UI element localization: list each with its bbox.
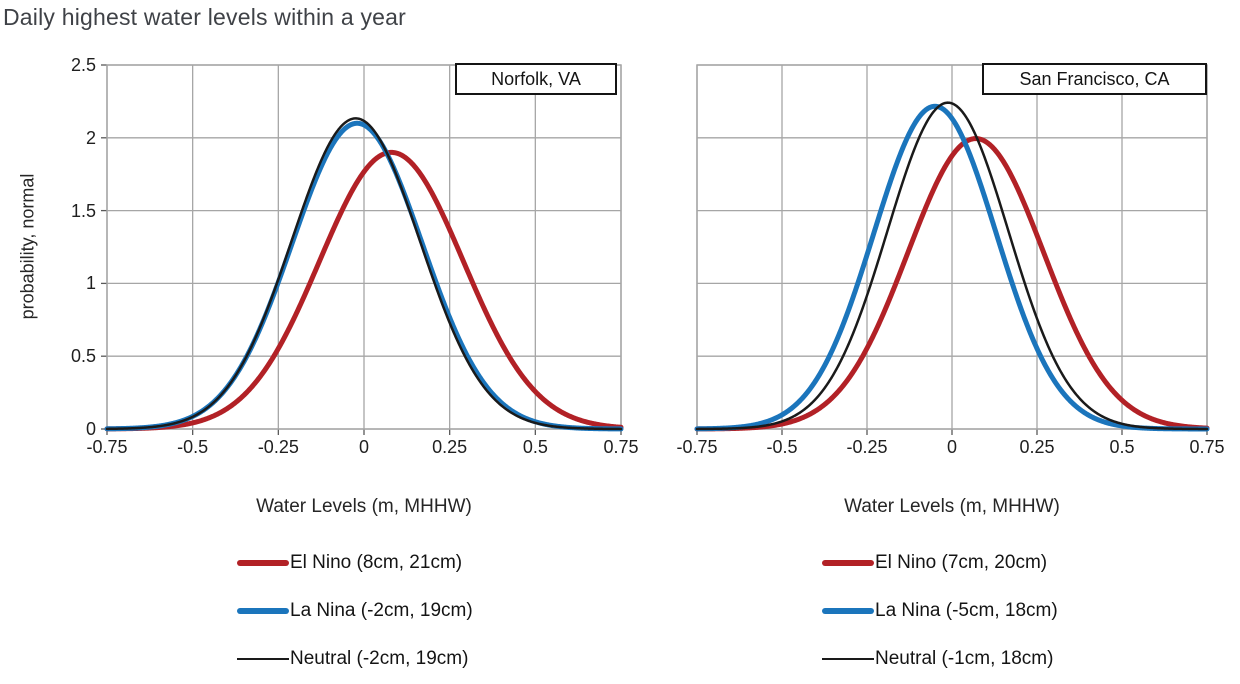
- y-tick-label: 1: [85, 273, 96, 294]
- legend-item-neutral: Neutral (-1cm, 18cm): [822, 635, 1058, 683]
- legend-label: Neutral (-2cm, 19cm): [290, 648, 469, 669]
- y-tick-label: 0: [85, 419, 96, 439]
- x-tick-label: 0.25: [432, 437, 468, 457]
- legend-item-el-nino: El Nino (8cm, 21cm): [237, 539, 473, 587]
- legend-norfolk: El Nino (8cm, 21cm) La Nina (-2cm, 19cm)…: [237, 539, 473, 683]
- el-nino-line-swatch: [822, 560, 874, 566]
- legend-label: Neutral (-1cm, 18cm): [875, 648, 1054, 669]
- x-tick-label: 0.5: [1109, 437, 1135, 457]
- la-nina-line-swatch: [822, 608, 874, 614]
- x-tick-label: 0.5: [522, 437, 548, 457]
- curve-el-nino: [104, 149, 624, 432]
- legend-label: El Nino (8cm, 21cm): [290, 552, 463, 573]
- y-tick-label: 2: [85, 127, 96, 148]
- x-tick-label: -0.25: [257, 437, 299, 457]
- x-tick-label: 0.75: [1189, 437, 1225, 457]
- legend-item-la-nina: La Nina (-2cm, 19cm): [237, 587, 473, 635]
- x-axis-title-san-francisco: Water Levels (m, MHHW): [844, 496, 1060, 517]
- legend-san-francisco: El Nino (7cm, 20cm) La Nina (-5cm, 18cm)…: [822, 539, 1058, 683]
- x-tick-label: -0.5: [766, 437, 798, 457]
- legend-item-neutral: Neutral (-2cm, 19cm): [237, 635, 473, 683]
- neutral-line-swatch: [822, 658, 874, 660]
- la-nina-line-swatch: [237, 608, 289, 614]
- legend-item-el-nino: El Nino (7cm, 20cm): [822, 539, 1058, 587]
- y-tick-label: 2.5: [70, 55, 96, 75]
- x-tick-label: -0.25: [846, 437, 888, 457]
- neutral-line-swatch: [237, 658, 289, 660]
- legend-item-la-nina: La Nina (-5cm, 18cm): [822, 587, 1058, 635]
- y-tick-label: 1.5: [70, 200, 96, 221]
- legend-label: La Nina (-5cm, 18cm): [875, 600, 1058, 621]
- station-badge-san-francisco: San Francisco, CA: [982, 63, 1207, 95]
- x-axis-title-norfolk: Water Levels (m, MHHW): [256, 496, 472, 517]
- x-tick-label: -0.5: [177, 437, 209, 457]
- x-tick-label: 0: [358, 437, 369, 457]
- plot-border: [696, 64, 1208, 430]
- x-tick-label: 0: [946, 437, 957, 457]
- plot-border: [106, 64, 622, 430]
- y-axis-title: probability, normal: [17, 173, 38, 320]
- x-tick-label: -0.75: [86, 437, 128, 457]
- curve-la-nina: [694, 103, 1210, 432]
- chart-1: [694, 64, 1210, 435]
- figure-title: Daily highest water levels within a year: [3, 4, 407, 30]
- chart-0: [101, 64, 624, 435]
- el-nino-line-swatch: [237, 560, 289, 566]
- curve-neutral: [105, 117, 623, 431]
- legend-label: La Nina (-2cm, 19cm): [290, 600, 473, 621]
- y-tick-label: 0.5: [70, 346, 96, 367]
- x-tick-label: 0.25: [1019, 437, 1055, 457]
- curve-el-nino: [694, 136, 1210, 432]
- station-badge-norfolk: Norfolk, VA: [455, 63, 617, 95]
- legend-label: El Nino (7cm, 20cm): [875, 552, 1048, 573]
- x-tick-label: 0.75: [603, 437, 639, 457]
- curve-neutral: [695, 101, 1209, 431]
- x-tick-label: -0.75: [676, 437, 718, 457]
